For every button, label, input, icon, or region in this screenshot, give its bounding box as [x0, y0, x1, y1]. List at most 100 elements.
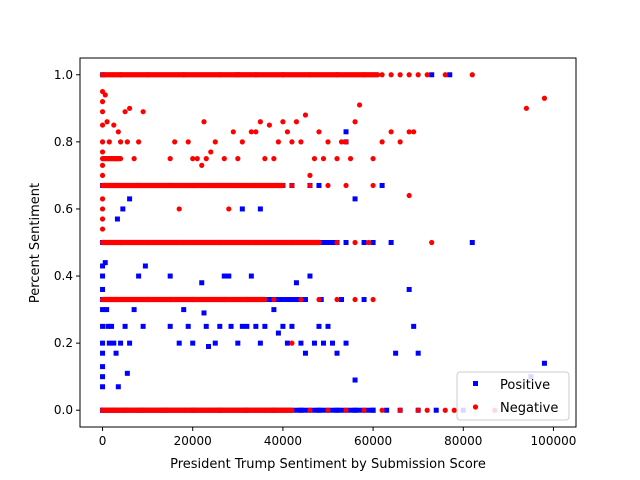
negative-point: [99, 196, 106, 202]
negative-point: [293, 119, 300, 125]
negative-point: [99, 149, 106, 155]
negative-point: [99, 216, 106, 222]
negative-point: [117, 72, 124, 78]
negative-point: [352, 239, 358, 246]
positive-point: [343, 129, 349, 135]
positive-point: [239, 206, 245, 212]
negative-point: [316, 296, 322, 303]
negative-point: [124, 139, 130, 145]
positive-point: [298, 340, 304, 346]
negative-point: [253, 239, 259, 246]
negative-point: [442, 407, 448, 413]
negative-point: [334, 72, 340, 78]
negative-point: [117, 239, 124, 246]
negative-point: [415, 407, 421, 413]
positive-point: [100, 273, 106, 279]
negative-point: [280, 119, 286, 125]
negative-point: [239, 139, 245, 145]
negative-point: [99, 72, 106, 78]
negative-dense-band: [99, 156, 124, 162]
positive-point: [100, 340, 106, 346]
negative-point: [212, 139, 218, 145]
positive-point: [361, 297, 367, 303]
y-tick-label: 0.4: [54, 269, 73, 283]
negative-point: [451, 407, 457, 413]
positive-point: [142, 263, 148, 269]
positive-point: [320, 340, 326, 346]
positive-point: [115, 384, 121, 390]
positive-point: [343, 340, 349, 346]
positive-point: [275, 330, 281, 336]
positive-point: [415, 350, 421, 356]
negative-point: [113, 407, 119, 413]
negative-point: [334, 296, 340, 303]
negative-point: [370, 182, 376, 189]
positive-point: [253, 323, 259, 329]
negative-point: [99, 226, 106, 232]
negative-point: [370, 296, 376, 303]
x-tick-label: 0: [99, 434, 107, 448]
negative-point: [356, 102, 363, 108]
positive-point: [352, 196, 358, 202]
positive-point: [239, 323, 245, 329]
negative-point: [217, 239, 223, 246]
negative-series: [99, 72, 548, 413]
positive-point: [127, 340, 133, 346]
y-tick-label: 1.0: [54, 68, 73, 82]
negative-point: [99, 206, 106, 212]
positive-point: [206, 343, 212, 349]
negative-point: [280, 72, 286, 78]
negative-point: [113, 156, 119, 162]
negative-point: [104, 119, 110, 125]
negative-point: [338, 139, 345, 145]
negative-point: [298, 296, 304, 303]
negative-point: [115, 129, 121, 135]
negative-point: [334, 239, 340, 246]
positive-point: [262, 323, 268, 329]
negative-point: [397, 407, 403, 413]
negative-point: [181, 72, 187, 78]
legend-box: [456, 371, 570, 421]
negative-point: [99, 162, 106, 168]
x-tick-label: 20000: [174, 434, 212, 448]
x-axis-ticks: 0 20000 40000 60000 80000 100000: [99, 427, 577, 448]
negative-point: [280, 407, 286, 413]
positive-point: [217, 323, 223, 329]
positive-point: [330, 340, 336, 346]
negative-point: [320, 156, 327, 162]
positive-point: [298, 407, 304, 413]
negative-point: [248, 129, 254, 135]
negative-point: [226, 206, 232, 212]
negative-point: [127, 105, 133, 111]
negative-point: [226, 182, 232, 189]
positive-point: [131, 307, 137, 313]
negative-point: [271, 296, 277, 303]
positive-point: [271, 307, 277, 313]
negative-point: [397, 139, 403, 145]
positive-point: [167, 273, 173, 279]
positive-point: [244, 323, 250, 329]
positive-point: [114, 216, 120, 222]
y-tick-label: 0.6: [54, 202, 73, 216]
legend-positive-marker: [473, 381, 478, 386]
negative-point: [289, 182, 295, 189]
positive-point: [469, 240, 475, 245]
plot-frame: [79, 57, 577, 428]
positive-point: [203, 323, 209, 329]
negative-point: [99, 407, 106, 413]
legend-negative-label: Negative: [500, 401, 558, 416]
negative-point: [307, 182, 313, 189]
negative-point: [289, 239, 295, 246]
positive-point: [212, 340, 218, 346]
negative-point: [424, 407, 430, 413]
negative-point: [117, 139, 124, 145]
negative-point: [194, 156, 200, 162]
positive-point: [100, 374, 106, 380]
positive-point: [289, 323, 295, 329]
x-tick-label: 100000: [531, 434, 577, 448]
positive-point: [370, 240, 376, 245]
negative-point: [235, 407, 241, 413]
negative-point: [111, 122, 117, 128]
negative-point: [201, 119, 207, 125]
